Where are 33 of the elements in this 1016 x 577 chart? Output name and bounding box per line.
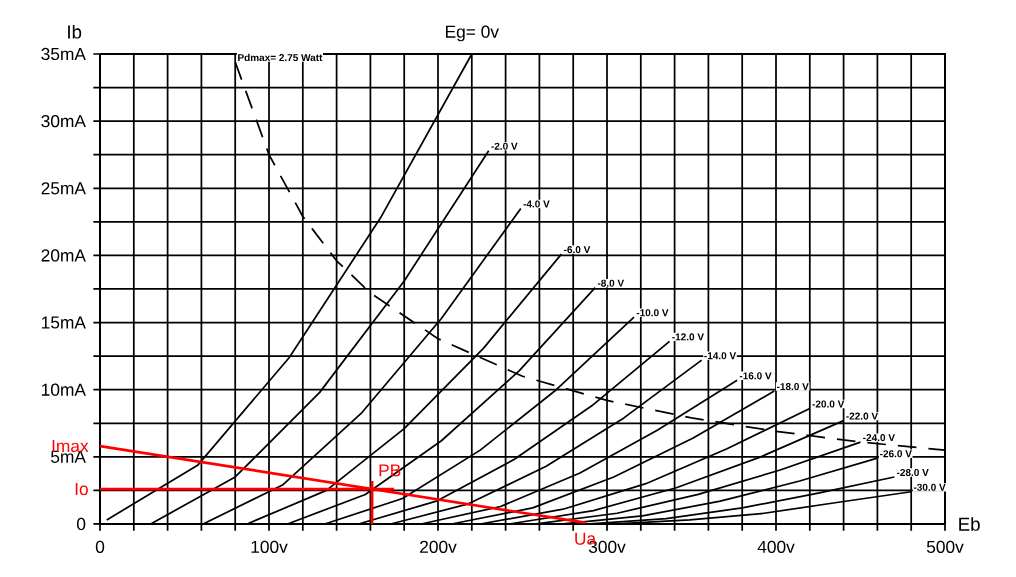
series-label: -6.0 V	[564, 246, 591, 254]
y-axis-title: Ib	[68, 24, 82, 39]
y-tick-label: 25mA	[41, 182, 86, 195]
series-label: -20.0 V	[812, 400, 845, 408]
series-label: -14.0 V	[704, 352, 737, 360]
annotation: PB	[379, 464, 401, 477]
series-label: -16.0 V	[739, 372, 772, 380]
series-label: -24.0 V	[863, 434, 895, 442]
series-label: -28.0 V	[896, 468, 929, 477]
x-axis-title: Eb	[959, 517, 980, 531]
series-label: -10.0 V	[636, 309, 669, 317]
series-label: -26.0 V	[880, 450, 912, 458]
series-label: Eg= 0v	[446, 25, 499, 42]
x-tick-label: 0	[95, 540, 105, 553]
x-tick-label: 200v	[420, 540, 457, 553]
y-tick-label: 20mA	[41, 249, 86, 262]
series-label: -4.0 V	[523, 200, 550, 208]
y-tick-label: 10mA	[42, 383, 86, 396]
y-tick-label: 30mA	[41, 114, 86, 128]
series-label: -30.0 V	[913, 483, 946, 491]
x-tick-label: 500v	[926, 540, 964, 553]
annotation: Io	[75, 483, 88, 496]
y-tick-label: 0	[76, 517, 86, 531]
y-tick-label: 35mA	[41, 47, 86, 61]
x-tick-label: 400v	[757, 540, 795, 553]
series-label: -12.0 V	[672, 333, 704, 341]
series-label: -8.0 V	[597, 279, 625, 287]
series-label: -18.0 V	[776, 383, 809, 391]
series-label: Pdmax= 2.75 Watt	[238, 53, 323, 62]
y-tick-label: 15mA	[42, 316, 86, 329]
series-label: -2.0 V	[491, 142, 518, 150]
x-tick-label: 100v	[251, 540, 288, 553]
series-label: -22.0 V	[846, 412, 879, 420]
